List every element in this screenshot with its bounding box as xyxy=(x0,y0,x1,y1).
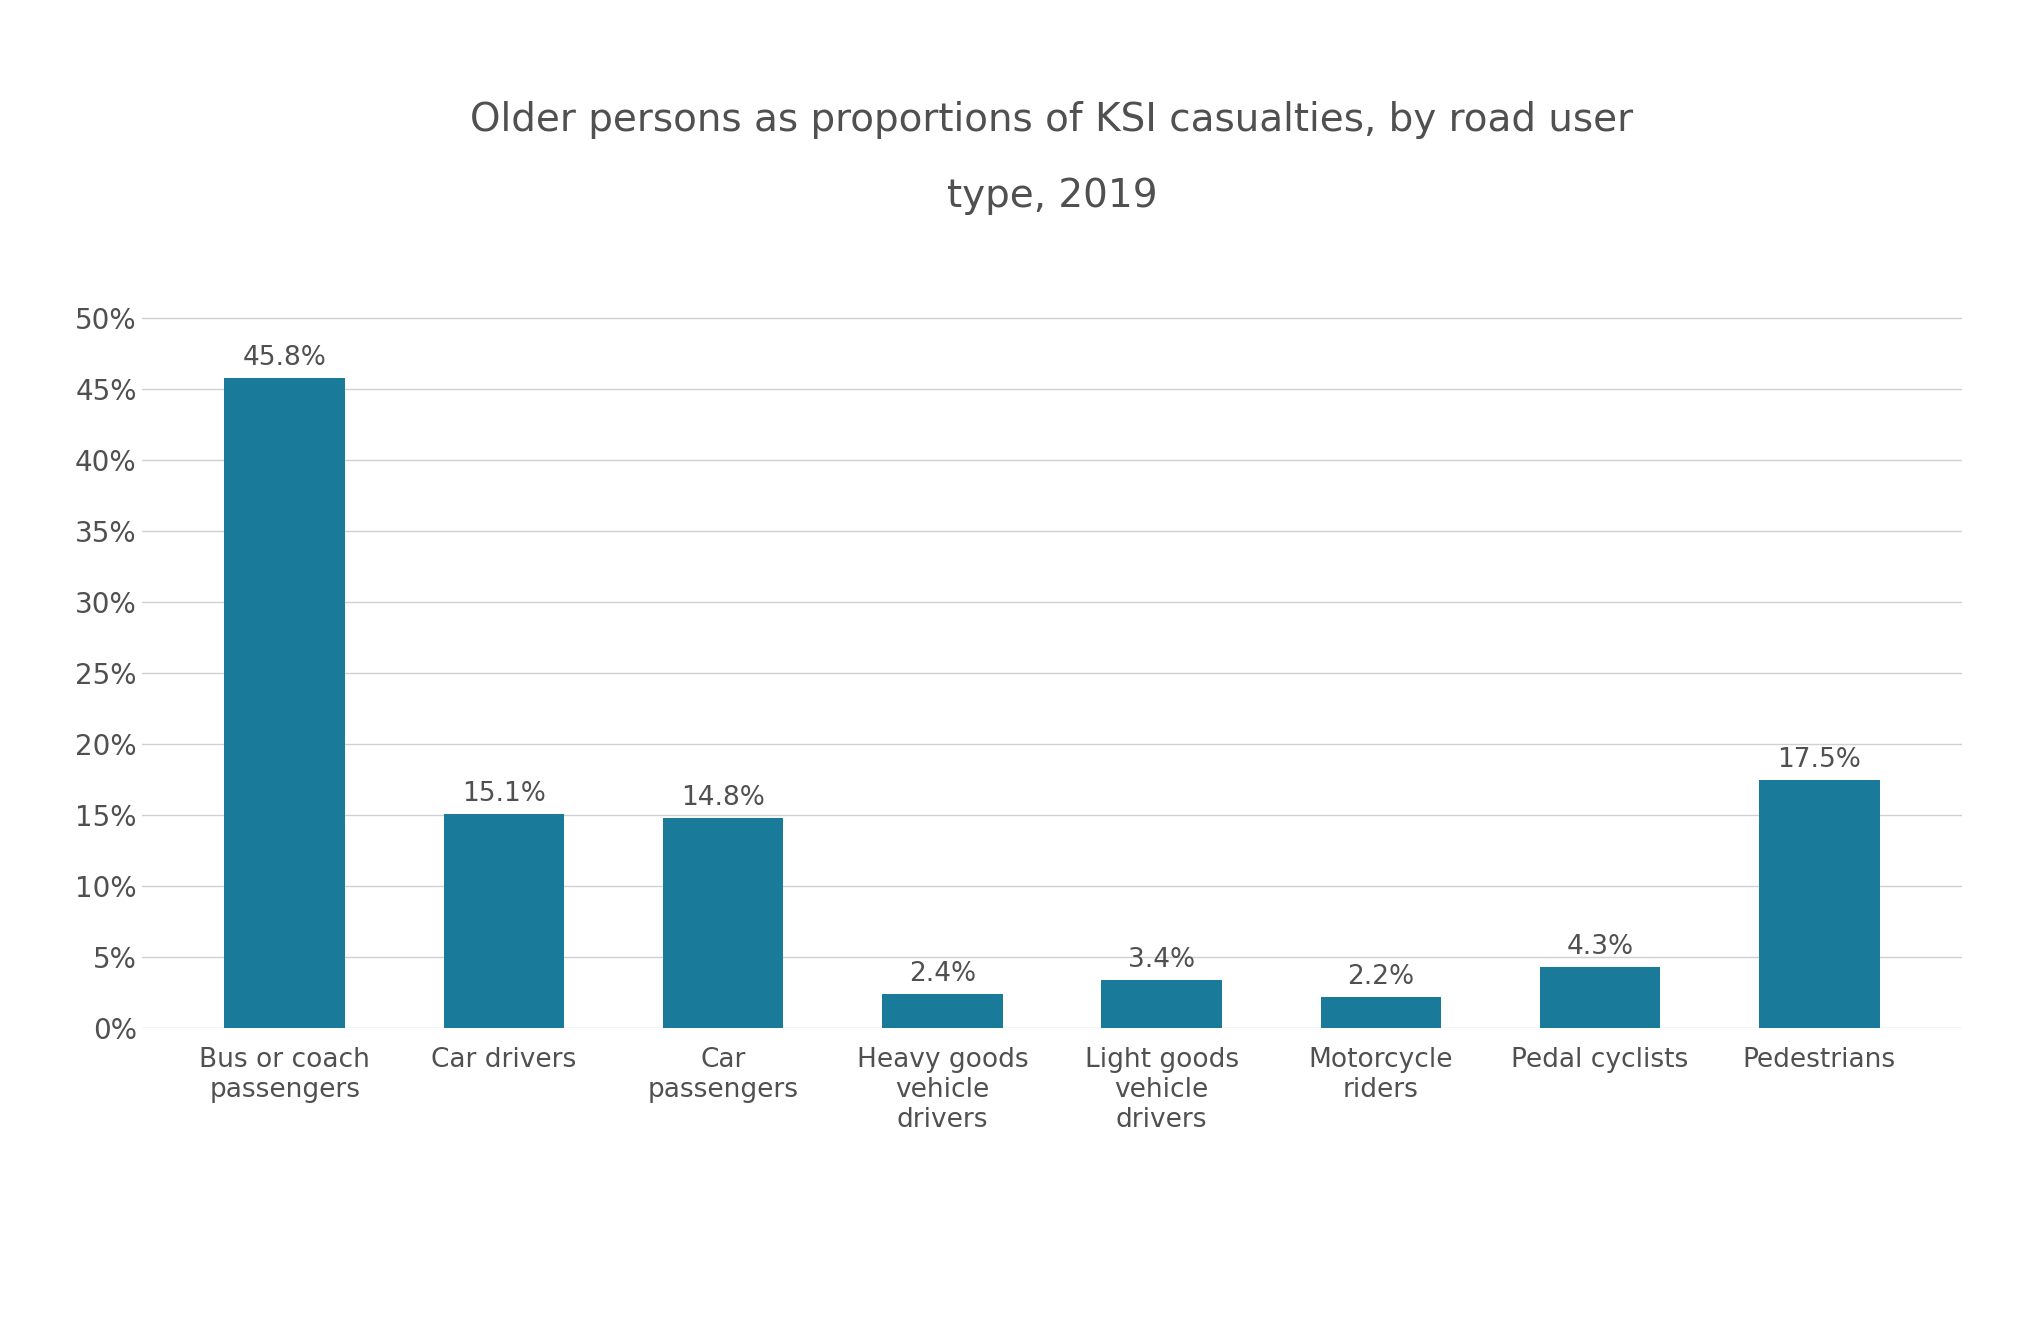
Text: 2.2%: 2.2% xyxy=(1347,963,1414,990)
Title: Older persons as proportions of KSI casualties, by road user

type, 2019: Older persons as proportions of KSI casu… xyxy=(471,100,1633,215)
Text: 45.8%: 45.8% xyxy=(243,345,326,370)
Bar xyxy=(882,994,1003,1028)
Bar xyxy=(1540,967,1661,1028)
Bar xyxy=(1321,996,1440,1028)
Bar xyxy=(1758,780,1879,1028)
Bar xyxy=(225,378,346,1028)
Text: 15.1%: 15.1% xyxy=(461,780,546,807)
Text: 4.3%: 4.3% xyxy=(1566,934,1635,960)
Bar xyxy=(1101,979,1222,1028)
Text: 17.5%: 17.5% xyxy=(1778,746,1861,772)
Text: 3.4%: 3.4% xyxy=(1129,946,1196,973)
Text: 2.4%: 2.4% xyxy=(908,961,975,987)
Bar xyxy=(664,818,783,1028)
Bar xyxy=(443,813,564,1028)
Text: 14.8%: 14.8% xyxy=(682,786,765,811)
